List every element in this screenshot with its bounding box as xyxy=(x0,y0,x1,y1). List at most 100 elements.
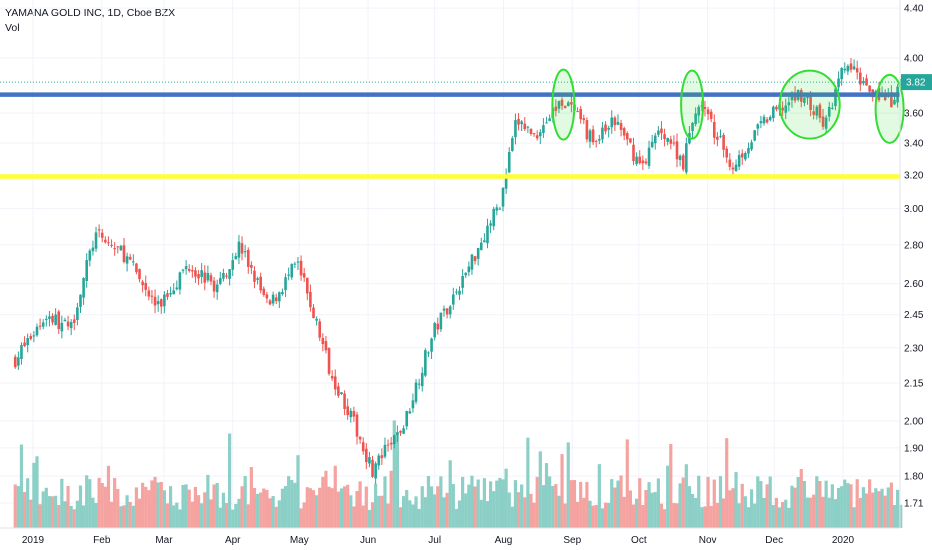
candle-body xyxy=(890,92,893,108)
candle-body xyxy=(45,318,48,320)
candle-body xyxy=(504,174,508,189)
volume-bar xyxy=(342,486,347,528)
y-tick-label: 4.40 xyxy=(904,4,924,15)
chart-legend: YAMANA GOLD INC, 1D, Cboe BZX Vol xyxy=(5,6,175,36)
candle-body xyxy=(818,104,822,118)
candle-body xyxy=(156,301,160,305)
highlight-circle[interactable] xyxy=(874,73,905,144)
volume-bar xyxy=(498,477,502,528)
highlight-circle[interactable] xyxy=(680,69,705,140)
volume-bar xyxy=(504,468,508,528)
candle-body xyxy=(803,97,806,104)
candle-body xyxy=(483,240,486,243)
candle-body xyxy=(60,322,64,332)
candle-body xyxy=(479,242,483,250)
candle-body xyxy=(35,326,39,336)
volume-bar xyxy=(433,494,437,528)
volume-bar xyxy=(420,486,424,528)
volume-bar xyxy=(78,485,83,528)
volume-bar xyxy=(29,499,33,528)
volume-bar xyxy=(94,503,98,528)
candle-body xyxy=(408,411,412,414)
candle-body xyxy=(380,455,384,459)
volume-bar xyxy=(756,476,760,528)
volume-bar xyxy=(731,488,735,528)
volume-bar xyxy=(346,484,350,528)
candle-body xyxy=(585,120,589,140)
candle-body xyxy=(424,350,427,376)
candle-body xyxy=(772,106,775,119)
candle-body xyxy=(144,282,148,290)
candle-body xyxy=(831,107,834,109)
volume-bar xyxy=(672,503,676,528)
volume-bar xyxy=(815,476,819,528)
volume-bar xyxy=(252,488,257,528)
volume-bar xyxy=(442,497,446,528)
candle-body xyxy=(436,323,440,330)
candle-body xyxy=(781,107,784,111)
volume-bar xyxy=(32,462,36,528)
volume-bar xyxy=(103,486,107,528)
volume-bar xyxy=(809,497,813,528)
volume-bar xyxy=(470,475,474,528)
x-tick-label: Jun xyxy=(360,535,376,546)
candle-body xyxy=(647,147,651,166)
x-tick-label: Jul xyxy=(428,535,441,546)
candle-body xyxy=(542,125,545,133)
volume-bar xyxy=(172,505,176,528)
volume-bar xyxy=(818,481,822,528)
candle-body xyxy=(557,101,561,109)
price-axis[interactable]: 4.40 4.00 3.60 3.40 3.20 3.00 2.80 2.60 2.45 2.30… xyxy=(899,0,932,528)
volume-bar xyxy=(790,485,794,528)
volume-bar xyxy=(165,503,170,528)
volume-bar xyxy=(361,505,365,528)
candle-body xyxy=(184,266,188,270)
candle-body xyxy=(685,143,688,173)
candle-body xyxy=(377,455,381,466)
volume-bar xyxy=(308,488,312,528)
candle-body xyxy=(598,139,601,141)
volume-bar xyxy=(271,496,275,528)
candle-body xyxy=(343,393,346,409)
y-tick-label: 4.00 xyxy=(904,54,924,65)
candle-body xyxy=(452,294,455,305)
candle-body xyxy=(191,270,194,272)
volume-bar xyxy=(352,506,356,528)
volume-bar xyxy=(871,492,875,528)
candle-body xyxy=(570,102,573,105)
volume-bar xyxy=(293,482,297,528)
candle-body xyxy=(91,247,95,252)
x-tick-label: Sep xyxy=(563,535,581,546)
highlight-circle[interactable] xyxy=(551,68,576,141)
candle-body xyxy=(641,160,645,164)
volume-bar xyxy=(846,483,850,528)
candle-body xyxy=(632,144,635,161)
candle-body xyxy=(29,335,33,340)
volume-bar xyxy=(218,507,222,528)
candle-body xyxy=(827,106,831,117)
volume-bar xyxy=(830,484,834,528)
volume-bar xyxy=(380,495,384,528)
candle-body xyxy=(200,270,203,277)
candle-body xyxy=(523,123,527,130)
x-tick-label: Aug xyxy=(495,535,513,546)
candle-body xyxy=(389,442,393,445)
candle-body xyxy=(215,284,219,293)
volume-bar xyxy=(557,495,561,528)
volume-bar xyxy=(554,484,558,528)
candle-body xyxy=(588,130,592,142)
candle-body xyxy=(865,78,868,86)
time-axis[interactable]: 2019 Feb Mar Apr May Jun Jul Aug Sep Oct Nov Dec 202… xyxy=(0,527,900,546)
y-tick-label: 1.80 xyxy=(904,472,924,483)
candle-body xyxy=(666,137,669,142)
candle-body xyxy=(324,341,328,351)
candle-body xyxy=(181,269,185,271)
volume-bar xyxy=(802,481,806,528)
candle-body xyxy=(383,444,387,457)
volume-bar xyxy=(899,504,903,528)
candle-body xyxy=(262,288,266,295)
candle-body xyxy=(697,106,701,116)
candle-body xyxy=(837,78,840,88)
highlight-circle[interactable] xyxy=(778,69,841,140)
